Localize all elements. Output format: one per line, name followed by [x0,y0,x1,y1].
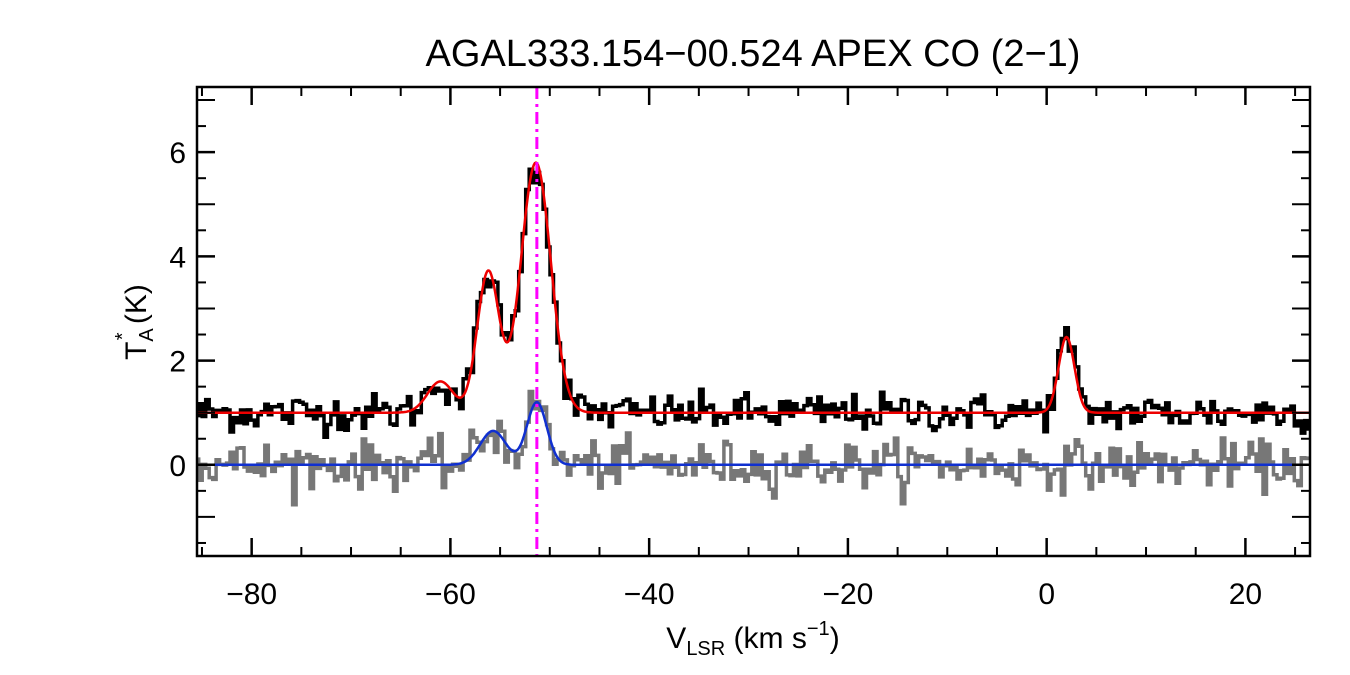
series-observed-spectrum [197,167,1310,440]
x-tick-label: −60 [425,578,476,611]
plot-frame [195,85,1312,558]
x-tick-label: 20 [1229,578,1262,611]
y-axis-label: TA* (K) [112,284,158,360]
series-fit-red- [197,161,1310,414]
series-fit-blue- [197,400,1310,467]
x-tick-label: −40 [624,578,675,611]
y-tick-label: 6 [169,137,186,170]
x-tick-label: −80 [226,578,277,611]
y-tick-label: 4 [169,241,186,274]
chart-title: AGAL333.154−00.524 APEX CO (2−1) [426,33,1081,75]
series-residual-spectrum [197,389,1310,507]
y-tick-label: 0 [169,450,186,483]
x-tick-label: 0 [1038,578,1055,611]
x-tick-label: −20 [822,578,873,611]
y-tick-label: 2 [169,346,186,379]
x-axis-label: VLSR (km s−1) [666,618,839,660]
